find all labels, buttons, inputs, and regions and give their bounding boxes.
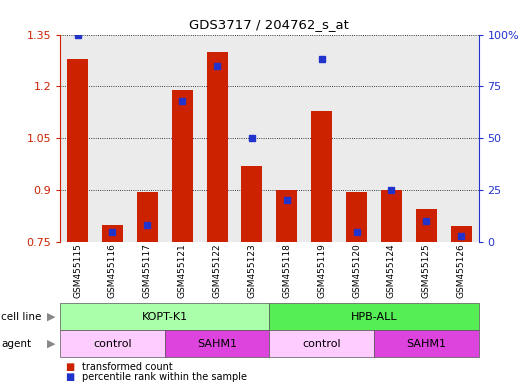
Bar [451,227,472,242]
Text: ▶: ▶ [47,339,55,349]
Text: cell line: cell line [1,312,41,322]
Bar [67,59,88,242]
Bar [60,35,95,242]
Text: transformed count: transformed count [82,362,173,372]
Text: KOPT-K1: KOPT-K1 [142,312,188,322]
Bar [200,35,234,242]
Bar [242,166,263,242]
Bar [269,35,304,242]
Bar [165,35,200,242]
Text: SAHM1: SAHM1 [197,339,237,349]
Bar [95,35,130,242]
Text: control: control [302,339,341,349]
Bar [409,35,444,242]
Bar [276,190,297,242]
Bar [374,35,409,242]
Text: SAHM1: SAHM1 [406,339,446,349]
Bar [137,192,158,242]
Bar [346,192,367,242]
Bar [207,52,228,242]
Bar [381,190,402,242]
Bar [130,35,165,242]
Text: ■: ■ [65,362,75,372]
Bar [416,209,437,242]
Text: HPB-ALL: HPB-ALL [350,312,397,322]
Bar [102,225,123,242]
Bar [304,35,339,242]
Bar [234,35,269,242]
Text: ▶: ▶ [47,312,55,322]
Bar [339,35,374,242]
Bar [444,35,479,242]
Bar [172,90,192,242]
Title: GDS3717 / 204762_s_at: GDS3717 / 204762_s_at [189,18,349,31]
Text: control: control [93,339,132,349]
Text: agent: agent [1,339,31,349]
Text: ■: ■ [65,372,75,382]
Text: percentile rank within the sample: percentile rank within the sample [82,372,247,382]
Bar [311,111,332,242]
